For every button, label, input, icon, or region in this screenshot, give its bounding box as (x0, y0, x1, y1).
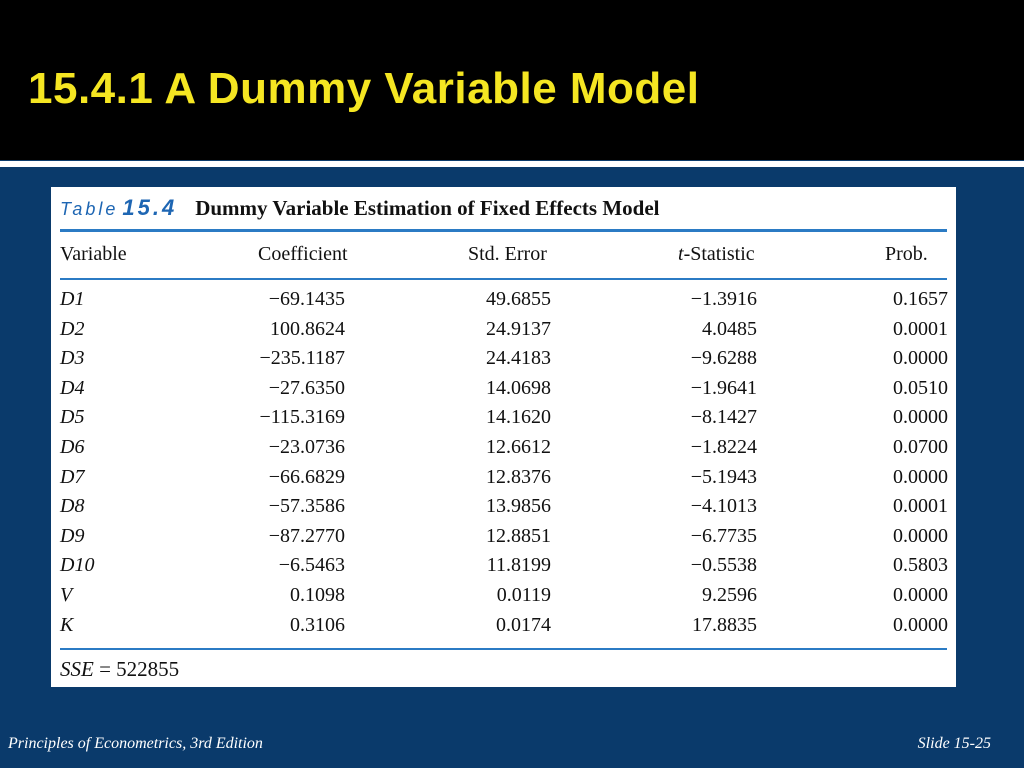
header-std-error: Std. Error (468, 243, 547, 265)
table-caption-label: Table (60, 199, 119, 219)
cell-variable: D1 (60, 288, 85, 310)
cell-coefficient: −27.6350 (268, 376, 345, 399)
cell-coefficient: −57.3586 (268, 495, 345, 518)
table-row: D1 −69.1435 49.6855 −1.3916 0.1657 (51, 288, 956, 316)
cell-t-statistic: −8.1427 (690, 406, 757, 429)
table-caption-number: 15.4 (122, 195, 178, 220)
table-row: D2 100.8624 24.9137 4.0485 0.0001 (51, 318, 956, 346)
table-row: D10 −6.5463 11.8199 −0.5538 0.5803 (51, 554, 956, 582)
cell-coefficient: −87.2770 (268, 524, 345, 547)
cell-prob: 0.0000 (893, 347, 948, 370)
cell-prob: 0.0001 (893, 495, 948, 518)
header-variable: Variable (60, 243, 127, 265)
header-t-prefix: t (678, 243, 684, 265)
cell-std-error: 12.8851 (486, 524, 551, 547)
cell-t-statistic: −1.8224 (690, 436, 757, 458)
sse-value: 522855 (116, 657, 180, 681)
cell-std-error: 11.8199 (486, 554, 551, 577)
table-row: D3 −235.1187 24.4183 −9.6288 0.0000 (51, 347, 956, 375)
cell-variable: D5 (60, 406, 85, 429)
footer-slide-number: Slide 15-25 (917, 735, 991, 752)
cell-t-statistic: −4.1013 (690, 495, 757, 518)
cell-prob: 0.0000 (893, 524, 948, 547)
cell-prob: 0.0700 (893, 436, 948, 458)
regression-table-panel: Table 15.4 Dummy Variable Estimation of Fi… (51, 187, 956, 687)
cell-std-error: 24.9137 (486, 317, 551, 340)
table-row: D8 −57.3586 13.9856 −4.1013 0.0001 (51, 495, 956, 523)
cell-variable: D2 (60, 317, 85, 340)
sse-line: SSE = 522855 (60, 657, 179, 682)
table-caption-text: Dummy Variable Estimation of Fixed Effec… (195, 196, 660, 220)
cell-variable: D8 (60, 495, 85, 518)
table-header-rule (60, 278, 947, 280)
cell-t-statistic: −6.7735 (690, 524, 757, 547)
cell-variable: D4 (60, 376, 85, 399)
cell-prob: 0.0000 (893, 465, 948, 488)
cell-coefficient: 0.1098 (290, 584, 345, 606)
sse-equals: = (99, 657, 111, 681)
cell-variable: D6 (60, 436, 85, 458)
cell-prob: 0.0000 (893, 584, 948, 606)
table-row: D5 −115.3169 14.1620 −8.1427 0.0000 (51, 406, 956, 434)
cell-variable: D9 (60, 524, 85, 547)
title-divider (0, 161, 1024, 167)
cell-std-error: 14.0698 (486, 376, 551, 399)
table-row: D9 −87.2770 12.8851 −6.7735 0.0000 (51, 525, 956, 553)
cell-coefficient: −69.1435 (268, 288, 345, 310)
cell-variable: K (60, 613, 74, 636)
sse-label: SSE (60, 657, 94, 681)
cell-coefficient: −6.5463 (278, 554, 345, 577)
cell-coefficient: −23.0736 (268, 436, 345, 458)
cell-std-error: 0.0119 (496, 584, 551, 606)
cell-variable: D3 (60, 347, 85, 370)
table-caption: Table 15.4 Dummy Variable Estimation of Fi… (60, 195, 660, 221)
cell-variable: D10 (60, 554, 95, 577)
cell-t-statistic: −1.3916 (690, 288, 757, 310)
cell-t-statistic: −0.5538 (690, 554, 757, 577)
cell-coefficient: −115.3169 (259, 406, 345, 429)
cell-coefficient: −66.6829 (268, 465, 345, 488)
cell-coefficient: −235.1187 (259, 347, 345, 370)
cell-prob: 0.0510 (893, 376, 948, 399)
table-bottom-rule (60, 648, 947, 650)
header-t-suffix: -Statistic (683, 243, 755, 265)
table-top-rule (60, 229, 947, 232)
cell-prob: 0.0000 (893, 406, 948, 429)
cell-std-error: 49.6855 (486, 288, 551, 310)
title-bar (0, 0, 1024, 160)
table-row: D7 −66.6829 12.8376 −5.1943 0.0000 (51, 466, 956, 494)
cell-prob: 0.1657 (893, 288, 948, 310)
cell-prob: 0.0000 (893, 613, 948, 636)
cell-t-statistic: −5.1943 (690, 465, 757, 488)
cell-prob: 0.0001 (893, 317, 948, 340)
cell-variable: V (60, 584, 73, 606)
cell-std-error: 12.8376 (486, 465, 551, 488)
table-row: V 0.1098 0.0119 9.2596 0.0000 (51, 584, 956, 612)
cell-t-statistic: 17.8835 (692, 613, 757, 636)
table-row: K 0.3106 0.0174 17.8835 0.0000 (51, 614, 956, 642)
cell-std-error: 14.1620 (486, 406, 551, 429)
slide-title: 15.4.1 A Dummy Variable Model (28, 64, 700, 113)
table-row: D6 −23.0736 12.6612 −1.8224 0.0700 (51, 436, 956, 464)
cell-std-error: 12.6612 (486, 436, 551, 458)
cell-t-statistic: −1.9641 (690, 376, 757, 399)
cell-std-error: 24.4183 (486, 347, 551, 370)
cell-prob: 0.5803 (893, 554, 948, 577)
table-row: D4 −27.6350 14.0698 −1.9641 0.0510 (51, 377, 956, 405)
cell-t-statistic: −9.6288 (690, 347, 757, 370)
cell-coefficient: 0.3106 (290, 613, 345, 636)
header-t-statistic: t-Statistic (678, 243, 755, 266)
header-prob: Prob. (885, 243, 928, 265)
table-header-row: Variable Coefficient Std. Error t-Statis… (51, 243, 956, 271)
cell-t-statistic: 4.0485 (702, 317, 757, 340)
cell-t-statistic: 9.2596 (702, 584, 757, 606)
cell-coefficient: 100.8624 (270, 317, 345, 340)
cell-std-error: 13.9856 (486, 495, 551, 518)
header-coefficient: Coefficient (258, 243, 348, 265)
footer-book-title: Principles of Econometrics, 3rd Edition (8, 735, 263, 752)
cell-std-error: 0.0174 (496, 613, 551, 636)
cell-variable: D7 (60, 465, 85, 488)
